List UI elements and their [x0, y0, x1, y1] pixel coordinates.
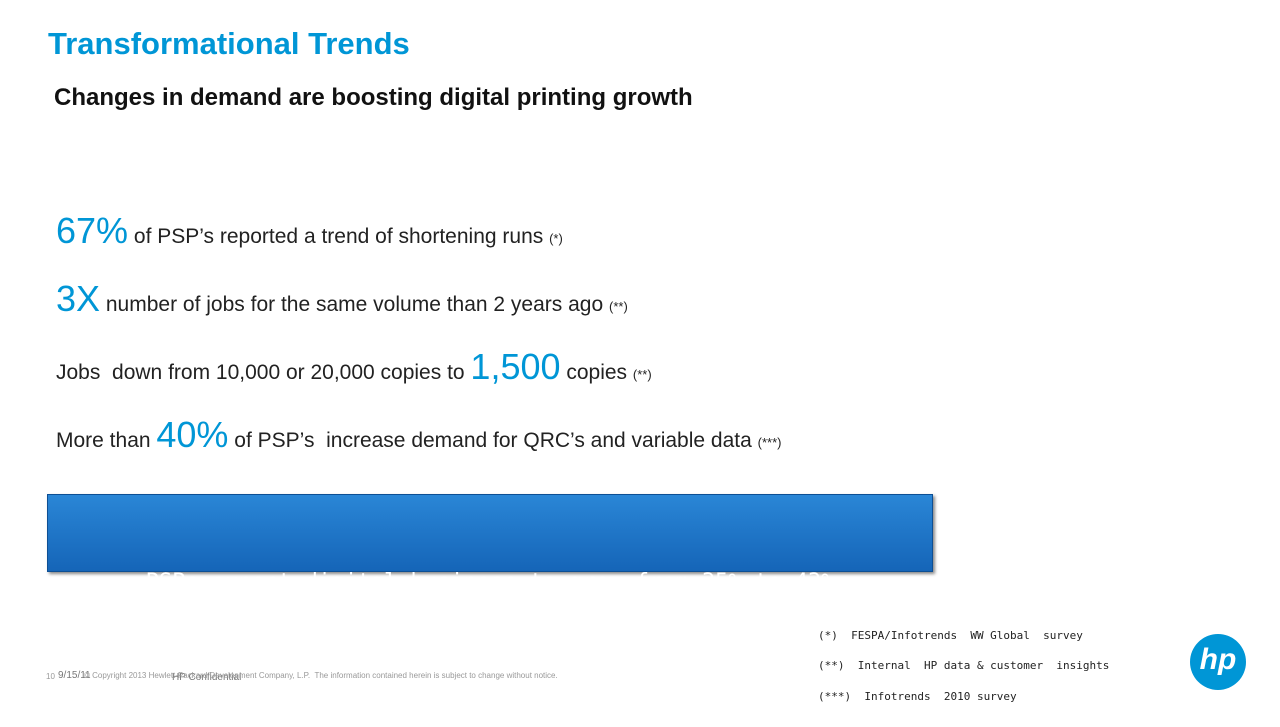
bullet-note: (**)	[632, 367, 652, 382]
bullet-normal: More than	[56, 429, 157, 452]
bullet-note: (**)	[609, 299, 628, 314]
bullet: 67% of PSP’s reported a trend of shorten…	[56, 210, 563, 252]
callout: PSPs expect digital business to grow fro…	[47, 494, 933, 691]
bullet-normal: copies	[560, 361, 633, 384]
bullet: More than 40% of PSP’s increase demand f…	[56, 414, 781, 456]
bullet-big: 3X	[56, 278, 101, 319]
bullet-big: 1,500	[470, 346, 561, 387]
bullet-normal: number of jobs for the same volume than …	[100, 293, 609, 316]
confidential: HP Confidential	[172, 672, 242, 683]
bullet-normal: of PSP’s increase demand for QRC’s and v…	[228, 429, 758, 452]
bullet-big: 67%	[56, 210, 129, 251]
subtitle: Changes in demand are boosting digital p…	[54, 84, 693, 111]
bullet-note: (*)	[549, 231, 563, 246]
page-number: 10	[46, 672, 55, 681]
bullet: Jobs down from 10,000 or 20,000 copies t…	[56, 346, 652, 388]
bullet: 3X number of jobs for the same volume th…	[56, 278, 628, 320]
bullet-note: (***)	[757, 435, 782, 450]
copyright: © Copyright 2013 Hewlett-Packard Develop…	[84, 671, 558, 680]
callout-line: in the next two years	[350, 666, 630, 691]
footnote: (***) Infotrends 2010 survey	[818, 690, 1017, 703]
logo: hp	[1190, 634, 1246, 690]
footnote: (*) FESPA/Infotrends WW Global survey	[818, 629, 1083, 642]
bullet-big: 40%	[156, 414, 229, 455]
bullet-normal: of PSP’s reported a trend of shortening …	[128, 225, 550, 248]
footnote: (**) Internal HP data & customer insight…	[818, 659, 1110, 672]
callout-line: PSPs expect digital business to grow fro…	[145, 570, 835, 595]
date: 9/15/11	[58, 670, 91, 681]
title: Transformational Trends	[48, 26, 410, 61]
bullet-normal: Jobs down from 10,000 or 20,000 copies t…	[56, 361, 471, 384]
